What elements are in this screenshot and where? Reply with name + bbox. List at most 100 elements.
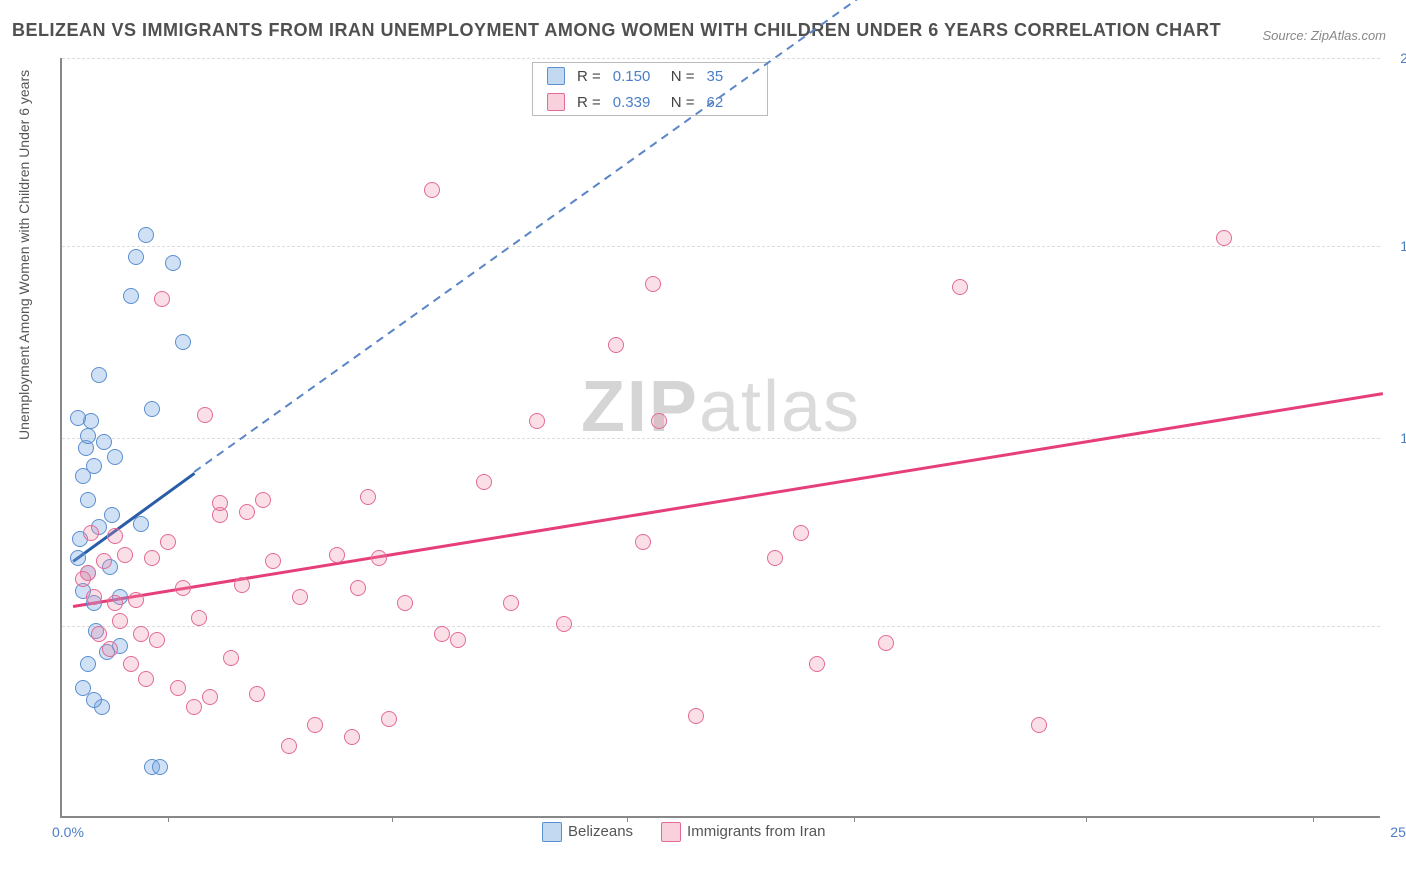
y-tick-label: 12.5%: [1390, 430, 1406, 446]
swatch-icon: [661, 822, 681, 842]
data-point: [80, 656, 96, 672]
data-point: [645, 276, 661, 292]
data-point: [381, 711, 397, 727]
data-point: [202, 689, 218, 705]
data-point: [117, 547, 133, 563]
swatch-icon: [547, 93, 565, 111]
data-point: [80, 428, 96, 444]
chart-title: BELIZEAN VS IMMIGRANTS FROM IRAN UNEMPLO…: [12, 20, 1221, 41]
data-point: [70, 550, 86, 566]
x-tick-mark: [1313, 816, 1314, 822]
x-tick-mark: [627, 816, 628, 822]
data-point: [170, 680, 186, 696]
legend-row-belizeans: R = 0.150 N = 35: [533, 63, 767, 89]
data-point: [186, 699, 202, 715]
data-point: [138, 227, 154, 243]
data-point: [133, 626, 149, 642]
y-axis-label: Unemployment Among Women with Children U…: [16, 70, 32, 440]
data-point: [350, 580, 366, 596]
data-point: [133, 516, 149, 532]
data-point: [123, 288, 139, 304]
data-point: [608, 337, 624, 353]
legend-row-iran: R = 0.339 N = 62: [533, 89, 767, 115]
x-tick-mark: [392, 816, 393, 822]
data-point: [83, 525, 99, 541]
data-point: [96, 434, 112, 450]
data-point: [152, 759, 168, 775]
data-point: [86, 589, 102, 605]
data-point: [503, 595, 519, 611]
data-point: [360, 489, 376, 505]
data-point: [307, 717, 323, 733]
data-point: [793, 525, 809, 541]
data-point: [70, 410, 86, 426]
data-point: [234, 577, 250, 593]
data-point: [767, 550, 783, 566]
data-point: [149, 632, 165, 648]
data-point: [128, 592, 144, 608]
data-point: [107, 449, 123, 465]
data-point: [635, 534, 651, 550]
data-point: [75, 571, 91, 587]
data-point: [952, 279, 968, 295]
data-point: [91, 367, 107, 383]
data-point: [1216, 230, 1232, 246]
data-point: [175, 580, 191, 596]
data-point: [144, 401, 160, 417]
swatch-icon: [547, 67, 565, 85]
gridline: [62, 58, 1380, 59]
data-point: [371, 550, 387, 566]
r-value: 0.150: [613, 68, 659, 85]
y-tick-label: 18.8%: [1390, 238, 1406, 254]
x-axis-max-label: 25.0%: [1390, 824, 1406, 840]
data-point: [107, 528, 123, 544]
legend-item-belizeans: Belizeans: [542, 822, 633, 842]
data-point: [450, 632, 466, 648]
data-point: [529, 413, 545, 429]
x-tick-mark: [1086, 816, 1087, 822]
data-point: [112, 613, 128, 629]
data-point: [104, 507, 120, 523]
data-point: [424, 182, 440, 198]
data-point: [80, 492, 96, 508]
data-point: [175, 334, 191, 350]
data-point: [86, 692, 102, 708]
scatter-plot-area: ZIPatlas R = 0.150 N = 35 R = 0.339 N = …: [60, 58, 1380, 818]
gridline: [62, 438, 1380, 439]
data-point: [249, 686, 265, 702]
y-tick-label: 6.3%: [1390, 618, 1406, 634]
correlation-legend: R = 0.150 N = 35 R = 0.339 N = 62: [532, 62, 768, 116]
data-point: [86, 458, 102, 474]
data-point: [107, 595, 123, 611]
data-point: [165, 255, 181, 271]
data-point: [144, 550, 160, 566]
data-point: [191, 610, 207, 626]
x-axis-min-label: 0.0%: [52, 824, 84, 840]
x-tick-mark: [854, 816, 855, 822]
y-tick-label: 25.0%: [1390, 50, 1406, 66]
data-point: [292, 589, 308, 605]
data-point: [476, 474, 492, 490]
data-point: [123, 656, 139, 672]
data-point: [239, 504, 255, 520]
data-point: [878, 635, 894, 651]
data-point: [160, 534, 176, 550]
data-point: [265, 553, 281, 569]
data-point: [397, 595, 413, 611]
data-point: [1031, 717, 1047, 733]
r-value: 0.339: [613, 94, 659, 111]
data-point: [197, 407, 213, 423]
source-attribution: Source: ZipAtlas.com: [1262, 28, 1386, 43]
gridline: [62, 626, 1380, 627]
data-point: [154, 291, 170, 307]
swatch-icon: [542, 822, 562, 842]
data-point: [344, 729, 360, 745]
data-point: [96, 553, 112, 569]
r-label: R =: [577, 94, 601, 111]
data-point: [329, 547, 345, 563]
data-point: [223, 650, 239, 666]
data-point: [212, 495, 228, 511]
trend-line: [72, 472, 195, 562]
data-point: [651, 413, 667, 429]
data-point: [556, 616, 572, 632]
